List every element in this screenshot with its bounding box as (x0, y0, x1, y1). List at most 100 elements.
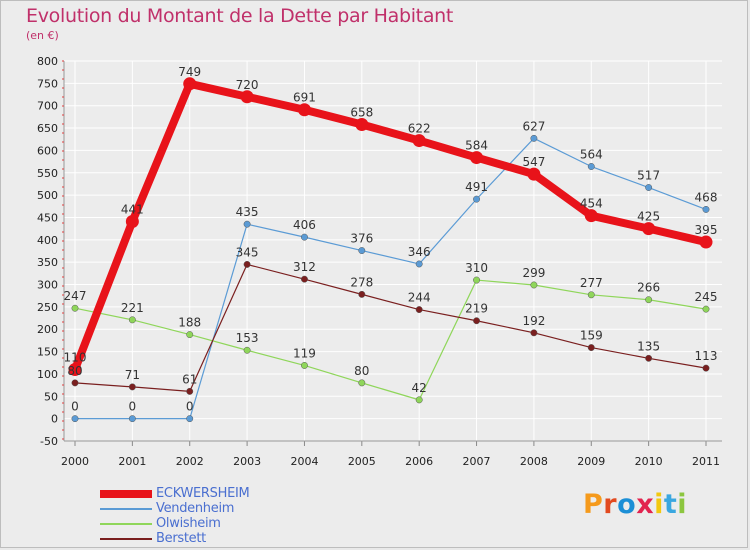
data-label: 454 (580, 197, 603, 211)
data-label: 80 (354, 364, 369, 378)
data-label: 491 (465, 180, 488, 194)
data-point (301, 361, 308, 369)
x-tick-label: 2000 (61, 455, 89, 468)
chart-subtitle: (en €) (26, 29, 59, 42)
chart-title: Evolution du Montant de la Dette par Hab… (26, 5, 454, 27)
data-point (415, 306, 423, 314)
y-tick-label: 650 (37, 122, 58, 135)
x-tick-label: 2011 (692, 455, 720, 468)
x-tick-label: 2006 (405, 455, 433, 468)
data-point (415, 396, 423, 404)
legend-swatch (100, 538, 152, 540)
data-point (186, 331, 194, 339)
data-label: 310 (465, 261, 488, 275)
x-tick-label: 2010 (635, 455, 663, 468)
data-point (699, 235, 713, 249)
x-tick-label: 2001 (118, 455, 146, 468)
data-label: 691 (293, 91, 316, 105)
data-point (645, 354, 653, 362)
data-point (355, 117, 369, 131)
data-label: 0 (186, 400, 194, 414)
data-point (473, 276, 480, 284)
y-tick-label: 0 (51, 413, 58, 426)
series-line-berstett (74, 263, 707, 392)
data-label: 299 (522, 266, 545, 280)
y-tick-label: 350 (37, 256, 58, 269)
y-tick-label: 50 (44, 390, 58, 403)
series-line-eckwersheim (71, 79, 710, 374)
x-tick-label: 2009 (577, 455, 605, 468)
data-label: 159 (580, 329, 603, 343)
brand-letter: o (617, 489, 637, 520)
y-tick-label: 750 (37, 77, 58, 90)
y-tick-label: 600 (37, 144, 58, 157)
data-point (301, 233, 308, 241)
brand-letter: x (636, 489, 655, 520)
data-label: 119 (293, 346, 316, 360)
data-point (473, 195, 480, 203)
data-label: 221 (121, 301, 144, 315)
data-point (71, 379, 79, 387)
data-point (301, 275, 308, 283)
y-tick-label: 400 (37, 234, 58, 247)
data-label: 658 (350, 105, 373, 119)
data-point (473, 317, 480, 325)
data-label: 749 (178, 65, 201, 79)
proxiti-logo: Proxiti (583, 489, 687, 520)
data-point (243, 220, 251, 228)
data-point (68, 362, 82, 376)
data-point (642, 222, 656, 236)
data-label: 277 (580, 276, 603, 290)
y-tick-label: 300 (37, 279, 58, 292)
data-label: 517 (637, 169, 660, 183)
data-point (702, 364, 710, 372)
data-label: 468 (695, 190, 718, 204)
data-label: 584 (465, 139, 488, 153)
x-tick-label: 2004 (290, 455, 318, 468)
brand-letter: i (677, 489, 688, 520)
data-label: 564 (580, 148, 603, 162)
y-tick-label: 500 (37, 189, 58, 202)
data-label: 720 (236, 78, 259, 92)
y-tick-label: -50 (40, 435, 58, 448)
data-label: 80 (67, 364, 82, 378)
series-line-olwisheim (74, 279, 707, 401)
data-point (297, 103, 311, 117)
y-tick-label: 800 (37, 55, 58, 68)
data-label: 346 (408, 245, 431, 259)
data-point (358, 247, 366, 255)
data-label: 622 (408, 122, 431, 136)
data-point (470, 151, 484, 165)
data-point (186, 415, 194, 423)
data-label: 312 (293, 260, 316, 274)
data-point (71, 304, 79, 312)
data-point (702, 205, 710, 213)
brand-letter: r (603, 489, 618, 520)
data-point (415, 260, 423, 268)
data-label: 425 (637, 210, 660, 224)
data-label: 135 (637, 339, 660, 353)
legend-swatch (100, 523, 152, 525)
brand-letter: t (663, 489, 678, 520)
data-point (243, 346, 251, 354)
data-point (186, 387, 194, 395)
legend-label: Vendenheim (156, 501, 235, 516)
data-point (128, 383, 136, 391)
data-label: 245 (695, 290, 718, 304)
data-point (530, 281, 538, 289)
plot-area (64, 61, 722, 441)
y-tick-label: 700 (37, 100, 58, 113)
data-label: 192 (522, 314, 545, 328)
data-point (358, 290, 366, 298)
data-point (587, 163, 595, 170)
data-point (530, 134, 538, 142)
data-label: 376 (350, 232, 373, 246)
brand-letter: P (583, 489, 604, 520)
data-point (702, 305, 710, 313)
data-point (125, 214, 139, 228)
legend-swatch (100, 490, 152, 498)
data-point (645, 296, 653, 304)
data-label: 406 (293, 218, 316, 232)
data-label: 345 (236, 245, 259, 259)
x-tick-label: 2008 (520, 455, 548, 468)
